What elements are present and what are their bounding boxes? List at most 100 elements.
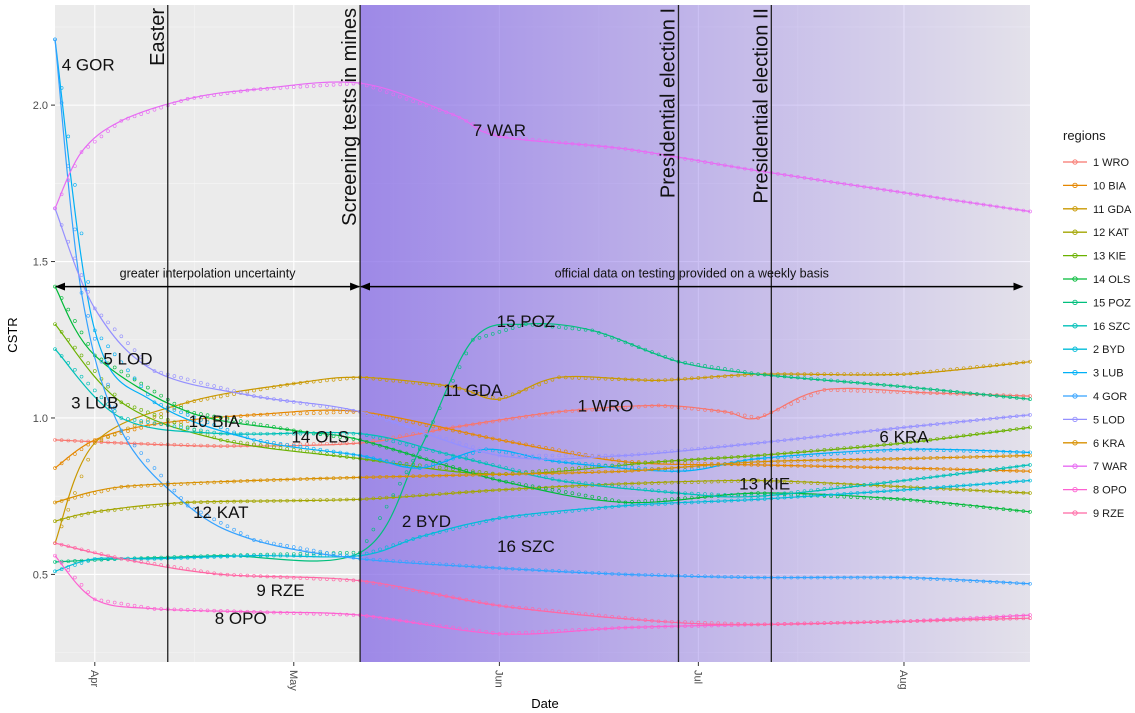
series-point <box>59 567 64 571</box>
series-point <box>656 489 661 493</box>
series-point <box>530 607 535 611</box>
series-point <box>663 459 668 464</box>
series-point <box>583 627 588 632</box>
series-point <box>988 203 993 208</box>
series-point <box>570 453 575 458</box>
series-point <box>749 575 754 580</box>
series-point <box>723 163 727 168</box>
series-point <box>796 372 800 376</box>
series-point <box>796 490 800 494</box>
series-point <box>577 327 581 331</box>
series-point <box>995 449 999 454</box>
series-point <box>1028 616 1032 621</box>
series-point <box>265 574 270 579</box>
series-point <box>928 486 933 490</box>
series-point <box>563 467 568 471</box>
series-label: 16 SZC <box>497 537 555 556</box>
series-point <box>504 631 508 636</box>
series-point <box>311 446 316 451</box>
series-point <box>822 458 827 463</box>
series-point <box>132 559 137 563</box>
series-point <box>583 570 588 575</box>
series-point <box>497 134 502 139</box>
series-point <box>869 389 873 393</box>
series-point <box>225 416 230 421</box>
series-point <box>331 497 336 502</box>
series-point <box>404 619 409 624</box>
series-point <box>815 481 820 485</box>
series-point <box>417 493 422 498</box>
legend-key-point <box>1072 182 1078 189</box>
series-point <box>597 627 601 631</box>
series-point <box>981 488 986 493</box>
series-point <box>683 500 687 505</box>
series-point <box>126 436 130 440</box>
series-point <box>537 469 541 473</box>
series-point <box>484 472 488 477</box>
series-point <box>650 625 654 629</box>
series-point <box>1028 510 1032 514</box>
series-point <box>457 115 462 120</box>
series-point <box>185 413 190 417</box>
series-point <box>106 599 110 604</box>
series-point <box>756 497 760 502</box>
series-point <box>968 200 973 205</box>
series-point <box>616 453 621 458</box>
series-point <box>888 448 893 452</box>
series-point <box>928 500 933 504</box>
series-point <box>822 493 827 497</box>
series-point <box>902 488 906 492</box>
series-point <box>935 618 939 623</box>
series-point <box>391 439 396 444</box>
series-point <box>79 374 84 379</box>
series-point <box>252 431 256 436</box>
series-point <box>99 598 104 603</box>
series-point <box>550 485 555 490</box>
series-point <box>444 463 449 467</box>
series-point <box>384 90 389 94</box>
series-point <box>73 319 77 323</box>
series-point <box>1014 508 1019 513</box>
series-point <box>431 424 435 429</box>
series-point <box>822 621 827 625</box>
series-point <box>875 620 880 624</box>
series-point <box>437 465 442 470</box>
series-point <box>424 430 429 435</box>
series-point <box>338 431 343 436</box>
series-point <box>815 448 820 453</box>
series-point <box>159 563 163 567</box>
series-point <box>451 473 455 478</box>
series-point <box>331 378 336 382</box>
series-point <box>417 589 422 594</box>
series-point <box>550 471 555 475</box>
series-point <box>524 606 528 611</box>
legend-item-label: 13 KIE <box>1093 251 1126 263</box>
series-label: 15 POZ <box>497 312 556 331</box>
series-point <box>723 374 727 379</box>
series-point <box>484 128 488 132</box>
series-point <box>616 458 621 463</box>
series-point <box>411 444 415 448</box>
series-point <box>849 431 853 435</box>
series-point <box>809 621 813 626</box>
series-point <box>404 433 409 437</box>
series-point <box>563 141 568 145</box>
series-point <box>132 484 137 488</box>
series-point <box>968 365 973 370</box>
series-point <box>451 439 455 443</box>
series-point <box>179 403 183 408</box>
series-point <box>716 462 721 467</box>
series-point <box>670 377 674 382</box>
series-point <box>563 470 568 475</box>
series-point <box>272 541 276 546</box>
series-point <box>139 112 144 116</box>
series-point <box>557 409 561 414</box>
series-point <box>66 307 71 312</box>
series-point <box>464 469 469 473</box>
series-point <box>265 386 270 391</box>
series-point <box>66 134 71 139</box>
series-point <box>73 227 77 232</box>
series-point <box>411 420 415 425</box>
series-point <box>199 418 203 422</box>
